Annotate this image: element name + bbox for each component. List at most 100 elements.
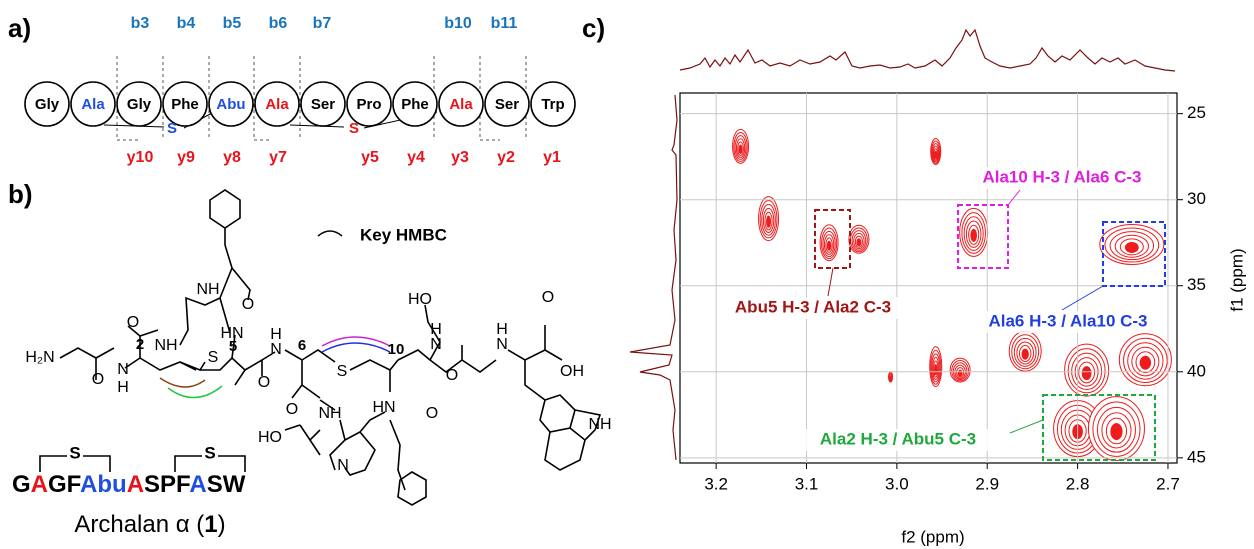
- residue-circle: [208, 81, 254, 127]
- contour-ring: [889, 378, 892, 382]
- atom-label: NH: [318, 405, 341, 422]
- residue-circle: [162, 81, 208, 127]
- bridge-bg: [67, 445, 83, 465]
- contour-ring: [825, 237, 833, 253]
- sequence-part: A: [189, 471, 206, 498]
- y-tick-label: 40: [1187, 361, 1206, 380]
- contour-ring: [968, 224, 980, 245]
- x-tick-label: 2.9: [975, 474, 999, 493]
- contour-ring: [933, 148, 939, 160]
- contour-ring: [737, 141, 744, 157]
- x-tick-label: 3.1: [795, 474, 819, 493]
- atom-label: N: [270, 341, 282, 358]
- residue: Abu: [216, 96, 245, 113]
- contour-ring: [821, 227, 838, 260]
- contour-ring: [1109, 231, 1155, 261]
- caption: Archalan α (1): [74, 511, 225, 538]
- atom-label: H: [270, 326, 282, 343]
- annotation-leader: [1061, 285, 1104, 311]
- annotation-bg: [806, 429, 990, 451]
- atom-label: OH: [560, 363, 584, 380]
- residue: Gly: [127, 96, 152, 113]
- residue-circle: [254, 81, 300, 127]
- atom-label: H: [430, 321, 442, 338]
- y-ion: y5: [361, 149, 379, 166]
- residue-circle: [530, 81, 576, 127]
- atom-label: HN: [372, 399, 395, 416]
- contour-ring: [1078, 361, 1096, 384]
- sequence-part: G: [12, 471, 31, 498]
- atom-label: H: [496, 321, 508, 338]
- contour-ring: [933, 360, 939, 378]
- atom-label: NH: [588, 416, 611, 433]
- panel-label: b): [8, 179, 33, 209]
- b-ion: b3: [131, 15, 150, 32]
- annotation: Ala6 H-3 / Ala10 C-3: [988, 311, 1147, 330]
- sequence-part: SPF: [144, 471, 190, 498]
- x-axis-title: f2 (ppm): [901, 527, 964, 546]
- contour-ring: [1013, 337, 1037, 367]
- b-ion: b6: [269, 15, 288, 32]
- y-ion: y2: [497, 149, 515, 166]
- x-tick-label: 3.2: [704, 474, 728, 493]
- f1-projection: [629, 94, 678, 461]
- contour-ring: [932, 145, 939, 161]
- contour-ring: [826, 240, 832, 251]
- residue-circle: [24, 81, 70, 127]
- sequence-part: GF: [48, 471, 81, 498]
- contour-ring: [764, 211, 773, 231]
- atom-label: O: [258, 374, 270, 391]
- caption-part: 1: [204, 511, 217, 538]
- annotation-box: [1042, 394, 1156, 461]
- residue: Phe: [401, 96, 429, 113]
- annotation-bg: [970, 167, 1154, 189]
- x-tick-label: 3.0: [885, 474, 909, 493]
- contour-ring: [1127, 342, 1164, 380]
- f2-projection: [679, 28, 1176, 72]
- sequence-part: SW: [207, 471, 246, 498]
- y-ion: y10: [127, 149, 154, 166]
- contour-ring: [961, 212, 986, 254]
- contour-ring: [1081, 366, 1092, 381]
- residue: Pro: [356, 96, 381, 113]
- atom-label: 5: [229, 338, 237, 355]
- caption-part: ): [218, 511, 226, 538]
- y-axis-title: f1 (ppm): [1227, 248, 1246, 311]
- x-tick-label: 2.8: [1066, 474, 1090, 493]
- annotation-leader: [827, 267, 834, 297]
- contour-ring: [956, 367, 965, 378]
- residue: Ser: [311, 96, 335, 113]
- y-tick-label: 35: [1187, 275, 1206, 294]
- sulfur: S: [349, 120, 359, 137]
- residue: Gly: [35, 96, 60, 113]
- contour-ring: [1123, 337, 1168, 383]
- contour-ring: [1105, 417, 1128, 445]
- contour-ring: [1110, 423, 1123, 441]
- contour-ring: [1092, 401, 1141, 457]
- bridge-bg: [202, 445, 218, 465]
- contour-ring: [931, 143, 940, 163]
- contour-ring: [759, 200, 778, 239]
- y-ion: y3: [451, 149, 469, 166]
- caption-part: Archalan α (: [74, 511, 204, 538]
- contour-ring: [823, 234, 835, 255]
- atom-label: N: [117, 361, 129, 378]
- hmbc-arrows: [159, 230, 391, 399]
- contour-ring: [761, 203, 776, 236]
- annotation-leader: [1007, 189, 1021, 206]
- residue-circle: [70, 81, 116, 127]
- plot-frame: [679, 92, 1178, 464]
- atom-label: HO: [408, 291, 432, 308]
- sequence-part: A: [31, 471, 48, 498]
- contour-ring: [853, 232, 865, 250]
- contour-ring: [1067, 348, 1106, 394]
- residue-circle: [484, 81, 530, 127]
- atom-label: O: [446, 367, 458, 384]
- residue-circle: [438, 81, 484, 127]
- annotation-box: [1102, 221, 1166, 287]
- b-ion: b11: [491, 15, 518, 32]
- contour-ring: [1101, 412, 1132, 449]
- contour-ring: [851, 230, 867, 251]
- contour-ring: [970, 228, 977, 242]
- contour-ring: [733, 131, 748, 162]
